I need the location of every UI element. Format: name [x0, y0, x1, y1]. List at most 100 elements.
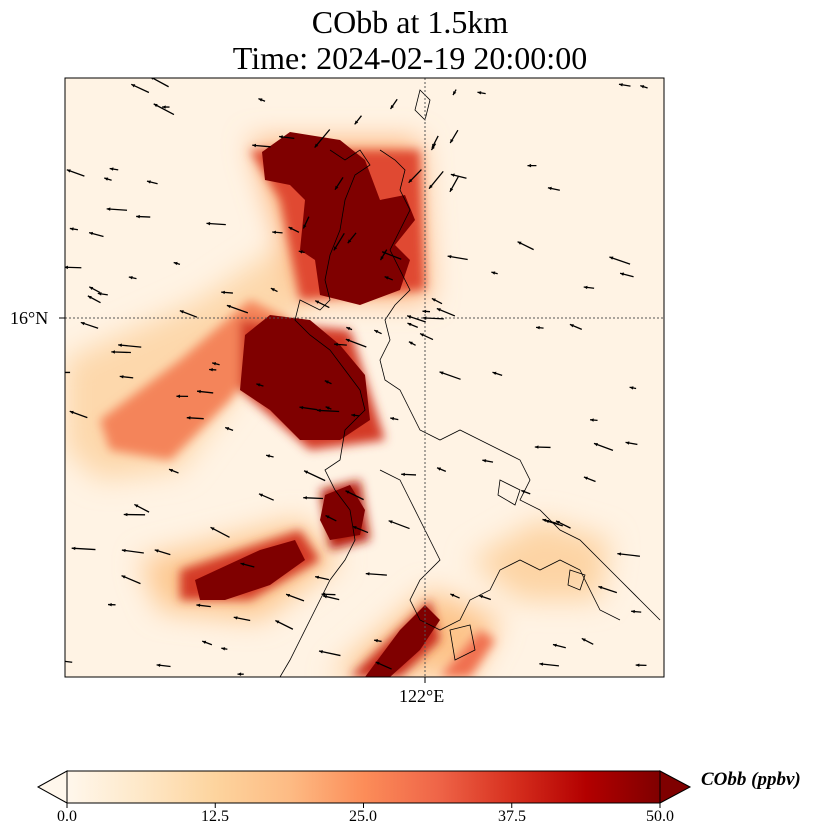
wind-arrow: [233, 616, 251, 622]
wind-arrow: [436, 307, 456, 317]
wind-arrow: [388, 520, 410, 530]
wind-arrow: [316, 408, 340, 413]
wind-arrow: [288, 226, 300, 233]
wind-arrow: [66, 169, 85, 177]
wind-arrow: [119, 375, 134, 379]
wind-arrow: [321, 592, 336, 596]
wind-arrow: [71, 546, 96, 551]
wind-arrow: [569, 323, 583, 330]
wind-arrow: [373, 639, 382, 643]
wind-vectors: [65, 78, 648, 676]
wind-arrow: [609, 256, 631, 265]
wind-arrow: [258, 493, 274, 501]
wind-arrow: [354, 115, 362, 125]
wind-arrow: [88, 286, 101, 294]
wind-arrow: [210, 526, 230, 538]
wind-arrow: [65, 265, 82, 270]
wind-arrow: [625, 441, 638, 446]
wind-arrow: [202, 640, 213, 646]
wind-arrow: [212, 362, 220, 366]
colorbar-gradient: [66, 770, 661, 804]
wind-arrow: [65, 660, 73, 663]
wind-arrow: [449, 129, 459, 144]
wind-arrow: [136, 214, 151, 219]
wind-arrow: [381, 251, 402, 260]
wind-arrow: [535, 326, 544, 330]
wind-arrow: [88, 231, 104, 238]
wind-arrow: [154, 549, 171, 556]
colorbar-tick-label: 37.5: [498, 808, 526, 825]
wind-arrow: [146, 180, 158, 185]
wind-arrow: [270, 287, 278, 293]
wind-arrow: [389, 98, 398, 110]
wind-arrow: [373, 329, 382, 335]
wind-arrow: [449, 175, 460, 193]
wind-arrow: [482, 459, 494, 463]
wind-arrow: [346, 326, 353, 331]
wind-arrow: [265, 454, 274, 458]
wind-arrow: [237, 672, 244, 676]
wind-arrow: [345, 338, 367, 348]
wind-arrow: [408, 341, 416, 346]
chart-title-line-2: Time: 2024-02-19 20:00:00: [232, 40, 588, 76]
wind-arrow: [431, 297, 443, 305]
wind-arrow: [314, 129, 331, 148]
x-tick-label: 122°E: [399, 686, 445, 706]
wind-arrow: [109, 167, 119, 171]
wind-arrow: [345, 490, 364, 501]
wind-arrow: [226, 304, 249, 314]
wind-arrow: [130, 83, 150, 94]
wind-arrow: [422, 316, 444, 320]
wind-arrow: [365, 572, 387, 576]
wind-arrow: [619, 272, 634, 278]
wind-arrow: [240, 562, 255, 568]
wind-arrow: [69, 227, 79, 231]
wind-arrow: [196, 603, 211, 608]
wind-arrow: [106, 207, 128, 211]
wind-arrow: [631, 609, 642, 614]
wind-arrow: [401, 472, 417, 477]
wind-arrow: [179, 309, 198, 318]
wind-arrow: [168, 468, 179, 474]
wind-arrow: [439, 371, 461, 380]
map-frame: [64, 77, 665, 678]
colorbar-tick-label: 25.0: [349, 808, 377, 825]
wind-arrow: [162, 105, 170, 109]
colorbar-min-extend: [36, 770, 68, 804]
wind-arrow: [629, 386, 637, 390]
wind-arrow: [379, 249, 388, 261]
wind-arrow: [314, 300, 330, 309]
wind-arrow: [635, 663, 647, 667]
wind-arrow: [156, 663, 171, 668]
wind-arrow: [430, 143, 437, 151]
wind-arrow: [583, 476, 596, 483]
wind-arrow: [477, 91, 486, 95]
wind-arrow: [555, 520, 571, 529]
wind-arrow: [547, 186, 560, 191]
wind-arrow: [303, 470, 326, 482]
wind-arrow: [65, 371, 71, 374]
wind-arrow: [352, 525, 369, 534]
wind-arrow: [583, 285, 595, 290]
wind-arrow: [407, 322, 419, 328]
wind-arrow: [128, 276, 137, 280]
wind-arrow: [452, 89, 457, 96]
wind-arrow: [209, 368, 217, 372]
wind-arrow: [521, 489, 531, 495]
wind-arrow: [118, 343, 142, 348]
colorbar-tick-label: 12.5: [201, 808, 229, 825]
wind-arrow: [111, 350, 131, 354]
wind-arrow: [258, 98, 266, 102]
wind-arrow: [390, 417, 399, 421]
wind-arrow: [333, 232, 345, 251]
wind-arrow: [221, 647, 228, 651]
wind-arrow: [408, 169, 422, 184]
colorbar-tick-label: 50.0: [646, 808, 674, 825]
wind-arrow: [618, 83, 631, 87]
wind-arrow: [491, 271, 498, 275]
wind-arrow: [478, 594, 492, 601]
wind-arrow: [97, 292, 108, 296]
wind-arrow: [581, 637, 594, 645]
colorbar-max-extend: [659, 770, 692, 804]
wind-arrow: [428, 170, 444, 190]
